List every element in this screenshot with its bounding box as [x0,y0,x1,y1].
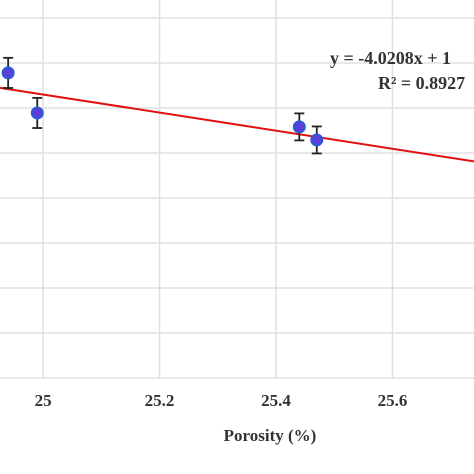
point [310,133,324,147]
trendline [0,86,474,163]
point [30,106,44,120]
x-axis-label: Porosity (%) [224,426,317,445]
x-tick-label: 25.6 [378,391,408,410]
x-tick-label: 25.4 [261,391,291,410]
r-squared: R² = 0.8927 [378,73,465,93]
point [1,66,15,80]
x-tick-label: 25 [35,391,52,410]
point [292,120,306,134]
equation: y = -4.0208x + 1 [330,48,451,68]
x-tick-label: 25.2 [145,391,175,410]
